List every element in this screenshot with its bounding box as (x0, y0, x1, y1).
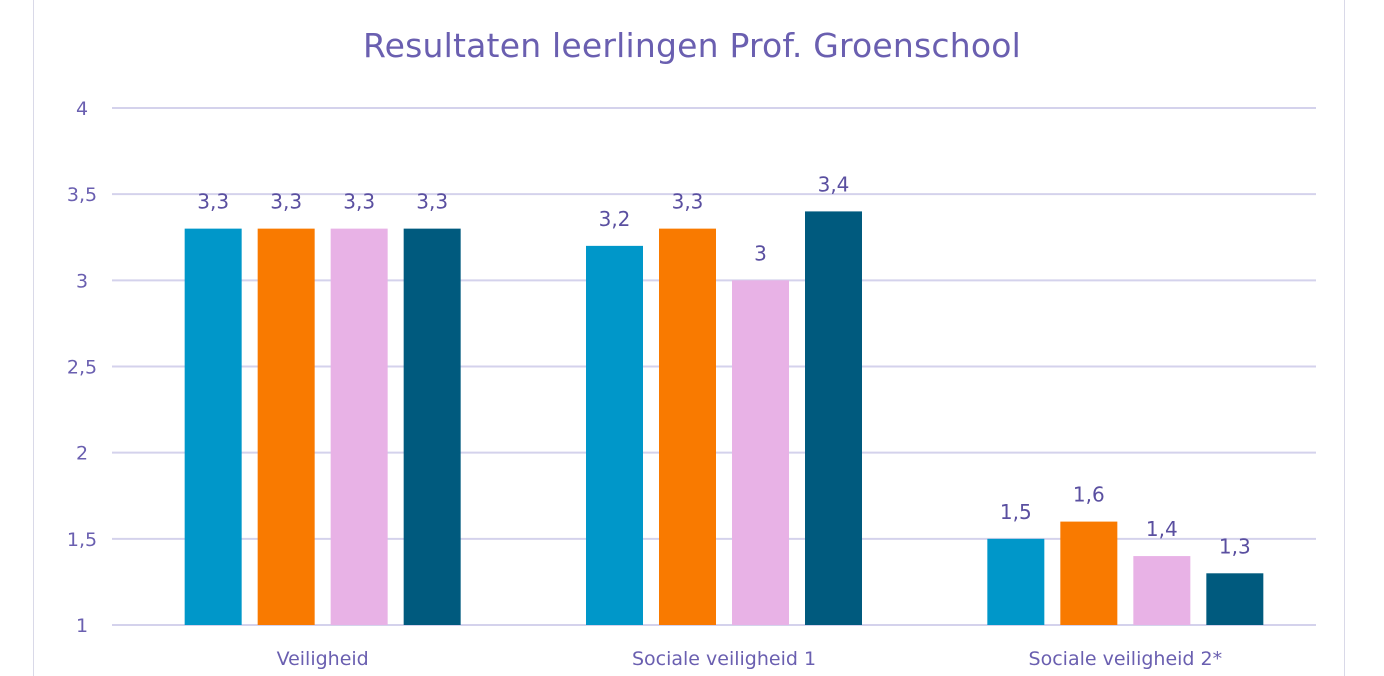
x-category-label: Veiligheid (277, 648, 369, 670)
bar (987, 538, 1045, 625)
y-tick-label: 3 (76, 270, 88, 292)
data-label: 3,3 (270, 190, 302, 214)
data-label: 3 (754, 241, 767, 265)
data-label: 3,3 (416, 190, 448, 214)
data-label: 1,4 (1146, 517, 1178, 541)
bar (659, 228, 716, 625)
bar (403, 228, 461, 625)
bar (1206, 573, 1264, 625)
data-label: 3,4 (818, 172, 850, 196)
chart-frame (33, 0, 1345, 676)
bar (330, 228, 388, 625)
bar (586, 245, 643, 625)
y-tick-label: 2 (76, 443, 88, 465)
bar (1133, 556, 1191, 625)
x-category-label: Sociale veiligheid 2* (1029, 648, 1223, 670)
bar (184, 228, 242, 625)
y-tick-label: 4 (76, 98, 88, 120)
x-category-label: Sociale veiligheid 1 (632, 648, 816, 670)
bar (805, 211, 862, 625)
y-tick-label: 2,5 (67, 357, 97, 379)
bar (732, 280, 789, 625)
data-label: 1,5 (1000, 500, 1032, 524)
y-tick-label: 3,5 (67, 184, 97, 206)
data-label: 3,3 (197, 190, 229, 214)
data-label: 1,3 (1219, 534, 1251, 558)
data-label: 3,3 (672, 190, 704, 214)
y-tick-label: 1,5 (67, 529, 97, 551)
data-label: 3,2 (599, 207, 631, 231)
bar (1060, 521, 1118, 625)
data-label: 3,3 (343, 190, 375, 214)
y-tick-label: 1 (76, 615, 88, 637)
bar (257, 228, 315, 625)
chart-title: Resultaten leerlingen Prof. Groenschool (362, 26, 1022, 65)
data-label: 1,6 (1073, 483, 1105, 507)
